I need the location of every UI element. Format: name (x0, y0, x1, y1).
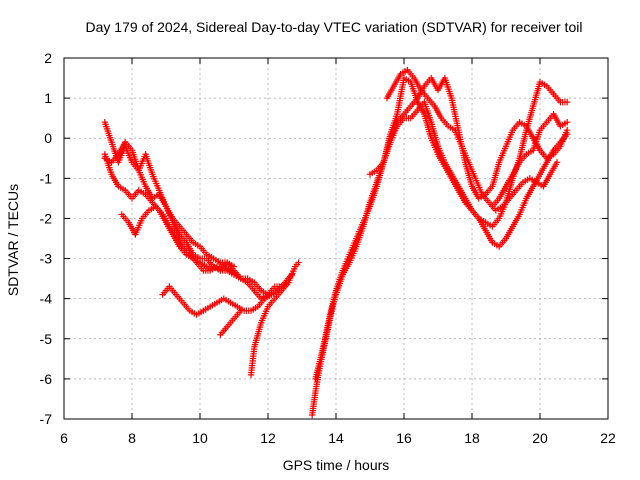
series-track-7 (247, 279, 292, 379)
series-track-11 (383, 66, 561, 214)
series-track-4 (118, 203, 241, 278)
y-tick-label: -7 (40, 411, 53, 427)
x-tick-label: 22 (600, 430, 616, 446)
chart-title: Day 179 of 2024, Sidereal Day-to-day VTE… (86, 19, 583, 35)
data-point (288, 271, 295, 278)
x-tick-label: 20 (532, 430, 548, 446)
y-tick-label: 0 (44, 130, 52, 146)
series-track-5 (159, 271, 295, 318)
x-tick-label: 14 (328, 430, 344, 446)
data-point (564, 118, 571, 126)
series-track-3 (101, 139, 238, 270)
data-point (230, 263, 238, 270)
x-tick-label: 6 (60, 430, 68, 446)
x-tick-label: 18 (464, 430, 480, 446)
x-axis-label: GPS time / hours (283, 457, 390, 473)
y-axis-label: SDTVAR / TECUs (5, 184, 21, 296)
x-tick-label: 12 (260, 430, 276, 446)
data-point (564, 98, 571, 106)
x-tick-label: 16 (396, 430, 412, 446)
data-point (564, 127, 571, 134)
data-point (234, 271, 241, 278)
data-point (553, 159, 561, 166)
data-point (285, 279, 292, 286)
data-point (237, 307, 244, 314)
grid-lines (64, 58, 608, 419)
x-tick-label: 10 (192, 430, 208, 446)
y-tick-label: -3 (40, 251, 53, 267)
y-tick-label: -6 (40, 371, 53, 387)
data-marks (101, 66, 571, 419)
y-tick-label: -1 (40, 170, 53, 186)
x-tick-label: 8 (128, 430, 136, 446)
series-track-12 (489, 110, 571, 210)
series-track-6 (217, 307, 244, 338)
y-tick-label: 2 (44, 50, 52, 66)
y-tick-label: -2 (40, 210, 53, 226)
y-tick-label: -5 (40, 331, 53, 347)
y-tick-label: 1 (44, 90, 52, 106)
y-tick-label: -4 (40, 291, 53, 307)
data-point (295, 259, 302, 266)
